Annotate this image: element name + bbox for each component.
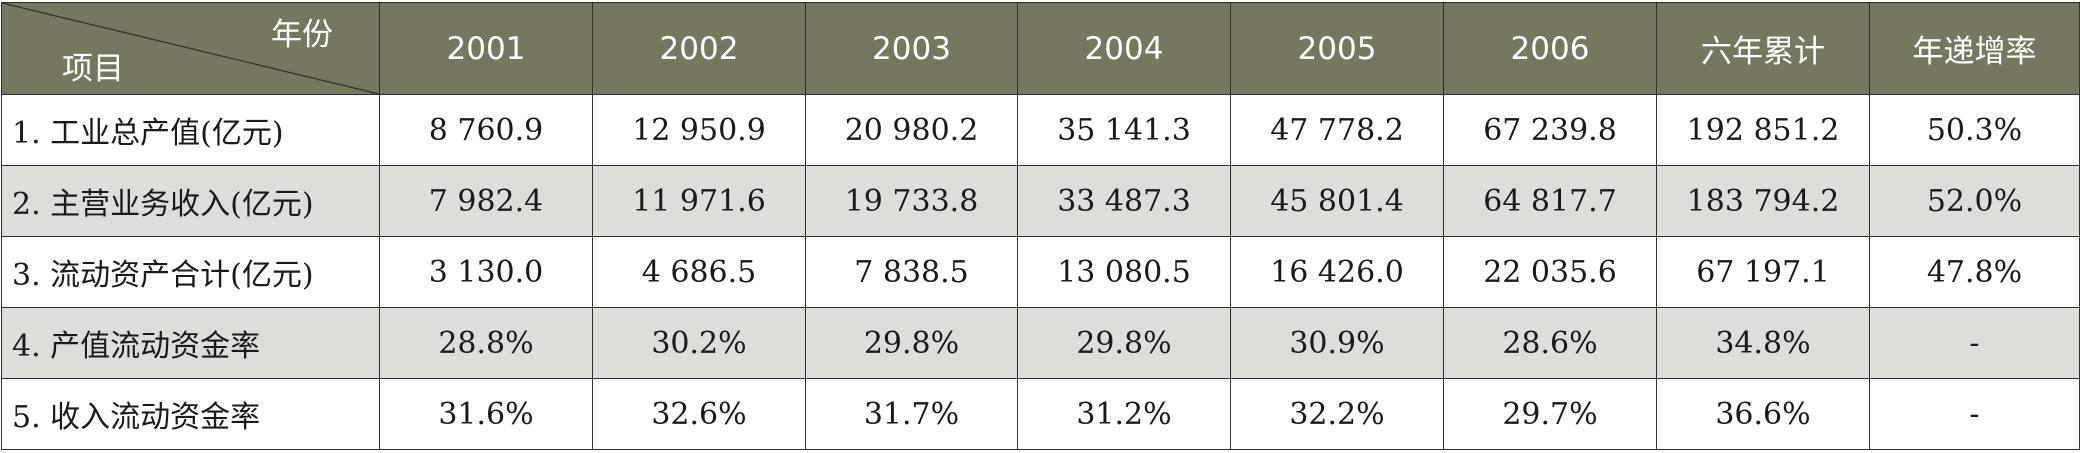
table-cell: 29.8% [805,307,1018,379]
column-header: 六年累计 [1656,2,1870,95]
table-cell: 192 851.2 [1656,94,1870,166]
table-cell: 28.6% [1443,307,1657,379]
column-header: 2006 [1443,2,1657,95]
table-cell: 7 982.4 [379,165,593,237]
table-cell: 45 801.4 [1230,165,1444,237]
table-cell: 13 080.5 [1017,236,1231,308]
corner-header-cell: 年份 项目 [1,2,380,95]
table-row: 3. 流动资产合计(亿元) 3 130.0 4 686.5 7 838.5 13… [1,236,2080,308]
table-cell: 8 760.9 [379,94,593,166]
column-header: 2002 [592,2,806,95]
table-cell: 30.9% [1230,307,1444,379]
table-cell: 11 971.6 [592,165,806,237]
table-cell: 3 130.0 [379,236,593,308]
table-cell: 20 980.2 [805,94,1018,166]
table-cell: 4 686.5 [592,236,806,308]
table-cell: 183 794.2 [1656,165,1870,237]
table-cell: 28.8% [379,307,593,379]
table-cell: 29.7% [1443,378,1657,450]
table-row: 4. 产值流动资金率 28.8% 30.2% 29.8% 29.8% 30.9%… [1,307,2080,379]
table-cell: 31.2% [1017,378,1231,450]
table-cell: 32.2% [1230,378,1444,450]
table-cell: 67 197.1 [1656,236,1870,308]
row-label: 1. 工业总产值(亿元) [1,94,380,166]
row-label: 5. 收入流动资金率 [1,378,380,450]
table-row: 1. 工业总产值(亿元) 8 760.9 12 950.9 20 980.2 3… [1,94,2080,166]
table-cell: 47 778.2 [1230,94,1444,166]
table-cell: - [1869,307,2080,379]
table-cell: 35 141.3 [1017,94,1231,166]
table-cell: 29.8% [1017,307,1231,379]
row-label: 4. 产值流动资金率 [1,307,380,379]
table-cell: 7 838.5 [805,236,1018,308]
column-header: 2001 [379,2,593,95]
table-cell: 34.8% [1656,307,1870,379]
column-header: 2003 [805,2,1018,95]
corner-column-header: 年份 [271,17,333,53]
column-header: 2004 [1017,2,1231,95]
row-label: 2. 主营业务收入(亿元) [1,165,380,237]
table-cell: 64 817.7 [1443,165,1657,237]
table-cell: 50.3% [1869,94,2080,166]
diagonal-divider [2,3,379,94]
table-row: 2. 主营业务收入(亿元) 7 982.4 11 971.6 19 733.8 … [1,165,2080,237]
table-row: 5. 收入流动资金率 31.6% 32.6% 31.7% 31.2% 32.2%… [1,378,2080,450]
table-cell: - [1869,378,2080,450]
corner-row-header: 项目 [62,51,124,87]
column-header: 2005 [1230,2,1444,95]
table-cell: 47.8% [1869,236,2080,308]
table-cell: 19 733.8 [805,165,1018,237]
table-cell: 31.6% [379,378,593,450]
table-cell: 22 035.6 [1443,236,1657,308]
column-header: 年递增率 [1869,2,2080,95]
header-row: 年份 项目 2001 2002 2003 2004 2005 2006 六年累计… [1,2,2080,95]
table-cell: 12 950.9 [592,94,806,166]
table-cell: 67 239.8 [1443,94,1657,166]
table-cell: 36.6% [1656,378,1870,450]
table-cell: 52.0% [1869,165,2080,237]
row-label: 3. 流动资产合计(亿元) [1,236,380,308]
table-cell: 16 426.0 [1230,236,1444,308]
table-cell: 30.2% [592,307,806,379]
table-cell: 32.6% [592,378,806,450]
table-cell: 33 487.3 [1017,165,1231,237]
table-cell: 31.7% [805,378,1018,450]
